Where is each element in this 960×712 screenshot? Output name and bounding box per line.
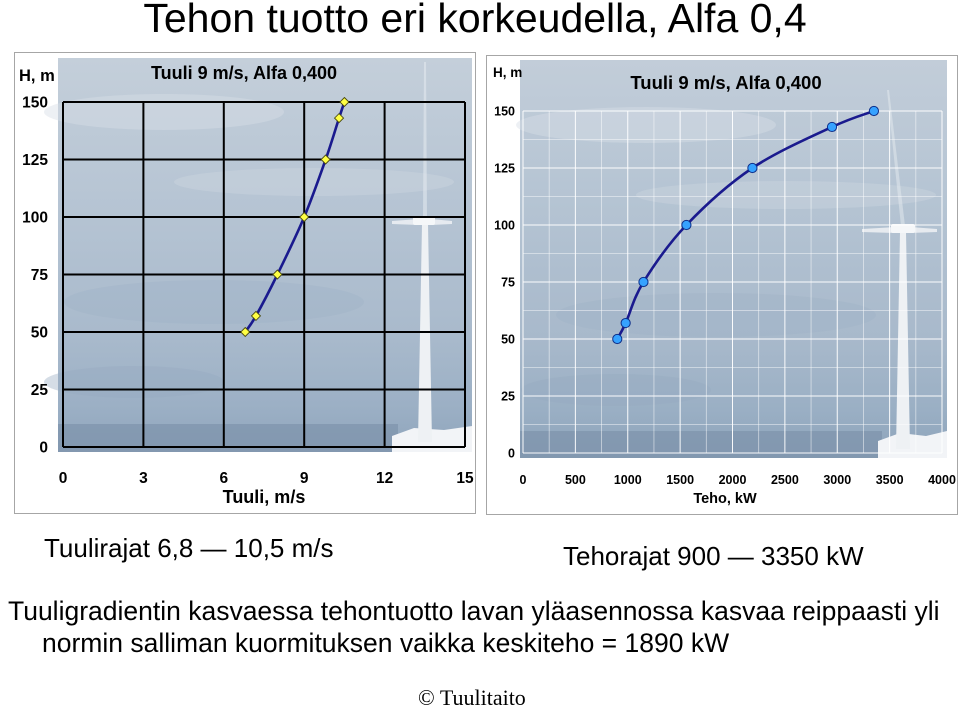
turbine-blade bbox=[392, 219, 419, 225]
turbine-blade bbox=[862, 227, 896, 233]
power-height-chart: 0 500 1000 1500 2000 2500 3000 3500 4000 0 25 50 75 1… bbox=[486, 55, 958, 515]
data-point bbox=[868, 105, 880, 117]
y-tick-label: 100 bbox=[494, 219, 515, 233]
turbine-nacelle bbox=[413, 216, 435, 225]
cloud-streak bbox=[556, 293, 876, 337]
series-layer bbox=[240, 96, 350, 338]
body-text-line: Tuuligradientin kasvaessa tehontuotto la… bbox=[8, 596, 940, 626]
wind-range-caption: Tuulirajat 6,8 — 10,5 m/s bbox=[44, 533, 334, 563]
snow-ground bbox=[878, 431, 947, 458]
y-tick-label: 0 bbox=[39, 440, 48, 457]
sky-photo-background bbox=[516, 60, 947, 458]
tick-label-layer: 0 500 1000 1500 2000 2500 3000 3500 4000 0 25 50 75 1… bbox=[494, 105, 956, 488]
x-tick-label: 12 bbox=[376, 470, 393, 487]
data-point bbox=[240, 326, 251, 338]
x-tick-label: 9 bbox=[300, 470, 309, 487]
turbine-blade bbox=[431, 219, 452, 225]
sky-photo-background bbox=[44, 58, 472, 452]
cloud-streak bbox=[44, 94, 284, 130]
power-range-caption: Tehorajat 900 — 3350 kW bbox=[563, 541, 864, 571]
y-tick-label: 125 bbox=[494, 162, 515, 176]
data-point bbox=[638, 276, 649, 288]
x-tick-label: 0 bbox=[520, 473, 527, 487]
x-tick-label: 1500 bbox=[666, 473, 694, 487]
slide-title: Tehon tuotto eri korkeudella, Alfa 0,4 bbox=[143, 0, 807, 41]
series-layer bbox=[612, 105, 880, 345]
data-point bbox=[826, 121, 838, 133]
x-tick-label: 2000 bbox=[719, 473, 747, 487]
x-tick-label: 6 bbox=[219, 470, 228, 487]
cloud-streak bbox=[516, 107, 776, 143]
x-tick-label: 500 bbox=[565, 473, 586, 487]
x-tick-label: 3000 bbox=[823, 473, 851, 487]
data-point bbox=[747, 162, 758, 174]
grid-layer bbox=[62, 101, 466, 448]
x-tick-label: 3 bbox=[139, 470, 148, 487]
data-point bbox=[333, 112, 345, 124]
x-axis-label: Teho, kW bbox=[693, 491, 757, 507]
sky-area bbox=[58, 58, 472, 452]
grid-layer bbox=[522, 110, 943, 454]
data-point bbox=[620, 317, 631, 329]
y-tick-label: 25 bbox=[501, 390, 515, 404]
cloud-streak bbox=[636, 181, 936, 209]
data-point bbox=[681, 219, 692, 231]
y-tick-label: 25 bbox=[31, 382, 49, 399]
x-tick-label: 2500 bbox=[771, 473, 799, 487]
wind-turbine bbox=[862, 90, 937, 449]
copyright-footer: © Tuulitaito bbox=[418, 685, 526, 710]
chart-title: Tuuli 9 m/s, Alfa 0,400 bbox=[630, 72, 821, 93]
y-tick-label: 50 bbox=[31, 325, 48, 342]
x-tick-label: 1000 bbox=[614, 473, 642, 487]
body-text-line: normin salliman kuormituksen vaikka kesk… bbox=[42, 628, 730, 658]
y-tick-label: 50 bbox=[501, 333, 515, 347]
y-tick-label: 75 bbox=[501, 276, 515, 290]
y-tick-label: 125 bbox=[22, 152, 48, 169]
data-point bbox=[339, 96, 350, 108]
x-tick-label: 15 bbox=[456, 470, 474, 487]
y-axis-label: H, m bbox=[19, 67, 55, 85]
turbine-blade bbox=[887, 90, 905, 226]
y-tick-label: 0 bbox=[508, 447, 515, 461]
data-point bbox=[612, 333, 623, 345]
y-tick-label: 100 bbox=[22, 210, 48, 227]
wind-speed-height-chart: 0 3 6 9 12 15 0 25 50 75 100 125 150 H, m Tuuli 9 m/… bbox=[14, 52, 476, 514]
chart-title: Tuuli 9 m/s, Alfa 0,400 bbox=[151, 63, 337, 83]
x-tick-label: 4000 bbox=[928, 473, 956, 487]
cloud-streak bbox=[64, 280, 364, 324]
y-tick-label: 75 bbox=[31, 267, 49, 284]
turbine-tower bbox=[896, 232, 910, 449]
cloud-streak bbox=[44, 366, 224, 398]
cloud-streak bbox=[521, 374, 711, 406]
y-axis-label: H, m bbox=[493, 65, 522, 80]
x-tick-label: 3500 bbox=[876, 473, 904, 487]
x-tick-label: 0 bbox=[59, 470, 68, 487]
horizon-band bbox=[520, 431, 882, 458]
data-point bbox=[320, 154, 331, 165]
turbine-nacelle bbox=[891, 224, 915, 233]
x-axis-label: Tuuli, m/s bbox=[223, 487, 306, 507]
sky-area bbox=[520, 60, 947, 458]
y-tick-label: 150 bbox=[494, 105, 515, 119]
data-point bbox=[272, 269, 283, 280]
y-tick-label: 150 bbox=[22, 95, 48, 112]
snow-ground bbox=[392, 426, 472, 452]
data-point bbox=[250, 310, 262, 322]
data-point bbox=[299, 211, 310, 223]
power-height-chart-svg: 0 500 1000 1500 2000 2500 3000 3500 4000 0 25 50 75 1… bbox=[486, 55, 958, 515]
turbine-blade bbox=[910, 227, 937, 233]
